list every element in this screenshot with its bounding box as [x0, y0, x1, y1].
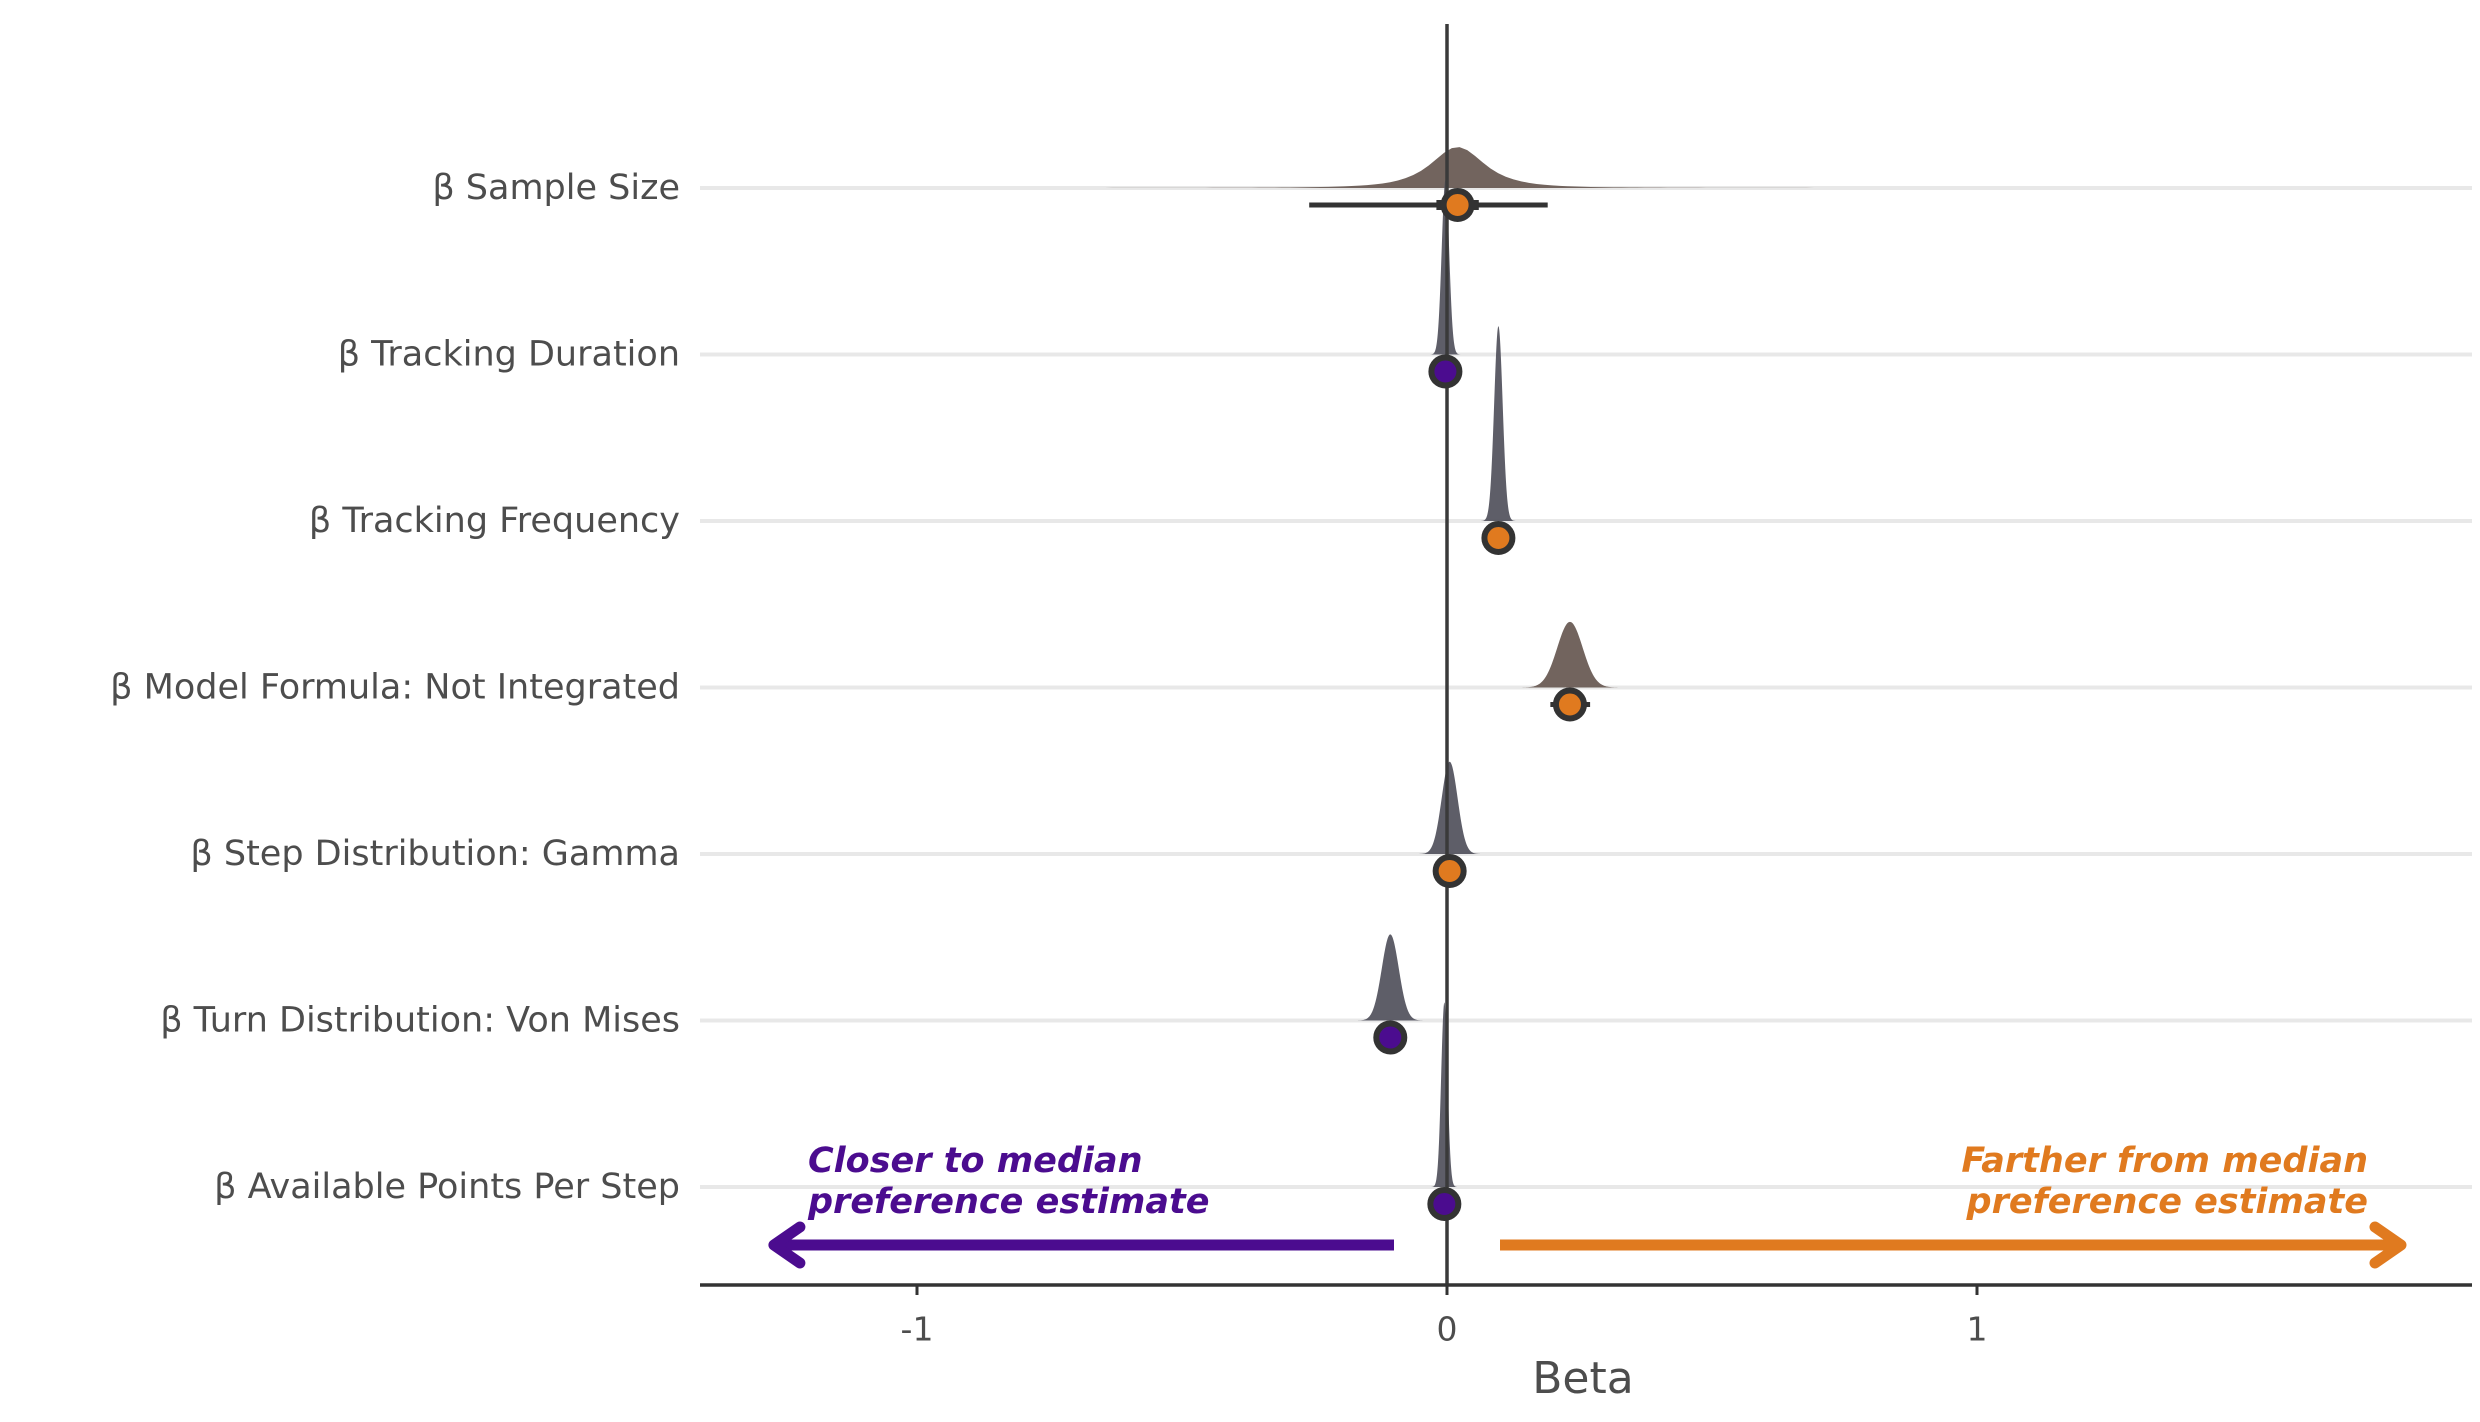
- y-axis-label: β Available Points Per Step: [214, 1167, 680, 1207]
- y-axis-label: β Sample Size: [432, 168, 680, 208]
- closer-annotation: Closer to median preference estimate: [768, 1141, 1394, 1269]
- farther-arrow-head: [2369, 1221, 2407, 1269]
- y-axis-label: β Turn Distribution: Von Mises: [160, 1001, 680, 1041]
- farther-annotation-line1: Farther from median: [1961, 1141, 2368, 1181]
- farther-annotation-line2: preference estimate: [1966, 1182, 2368, 1222]
- point-estimate: [1428, 354, 1463, 389]
- closer-annotation-line1: Closer to median: [808, 1141, 1143, 1181]
- density-shape: [1420, 1002, 1469, 1187]
- gridlines: [700, 186, 2472, 1189]
- x-tick-label: 0: [1437, 1310, 1458, 1349]
- point-layer: [1373, 188, 1587, 1221]
- y-axis-label: β Step Distribution: Gamma: [190, 834, 680, 874]
- x-tick-label: 1: [1967, 1310, 1988, 1349]
- point-estimate: [1481, 521, 1516, 555]
- x-axis-ticks: -1 0 1: [901, 1285, 1988, 1349]
- density-layer: [758, 147, 2454, 1187]
- point-estimate: [1427, 1187, 1462, 1221]
- density-shape: [1510, 621, 1628, 688]
- y-axis-labels: β Sample Size β Tracking Duration β Tracki…: [110, 168, 680, 1207]
- x-axis-title: Beta: [1532, 1353, 1633, 1404]
- point-estimate: [1432, 854, 1467, 888]
- x-tick-label: -1: [901, 1310, 934, 1349]
- density-shape: [1473, 326, 1527, 521]
- farther-annotation: Farther from median preference estimate: [1500, 1141, 2407, 1269]
- closer-arrow-head: [768, 1221, 806, 1269]
- density-shape: [1346, 934, 1432, 1021]
- point-estimate: [1552, 687, 1587, 722]
- density-shape: [1404, 761, 1495, 854]
- y-axis-label: β Tracking Frequency: [309, 501, 680, 541]
- point-estimate: [1373, 1020, 1408, 1055]
- y-axis-label: β Tracking Duration: [338, 335, 680, 375]
- point-estimate: [1440, 188, 1475, 222]
- density-shape: [758, 147, 2454, 188]
- closer-annotation-line2: preference estimate: [807, 1182, 1209, 1222]
- y-axis-label: β Model Formula: Not Integrated: [110, 668, 680, 708]
